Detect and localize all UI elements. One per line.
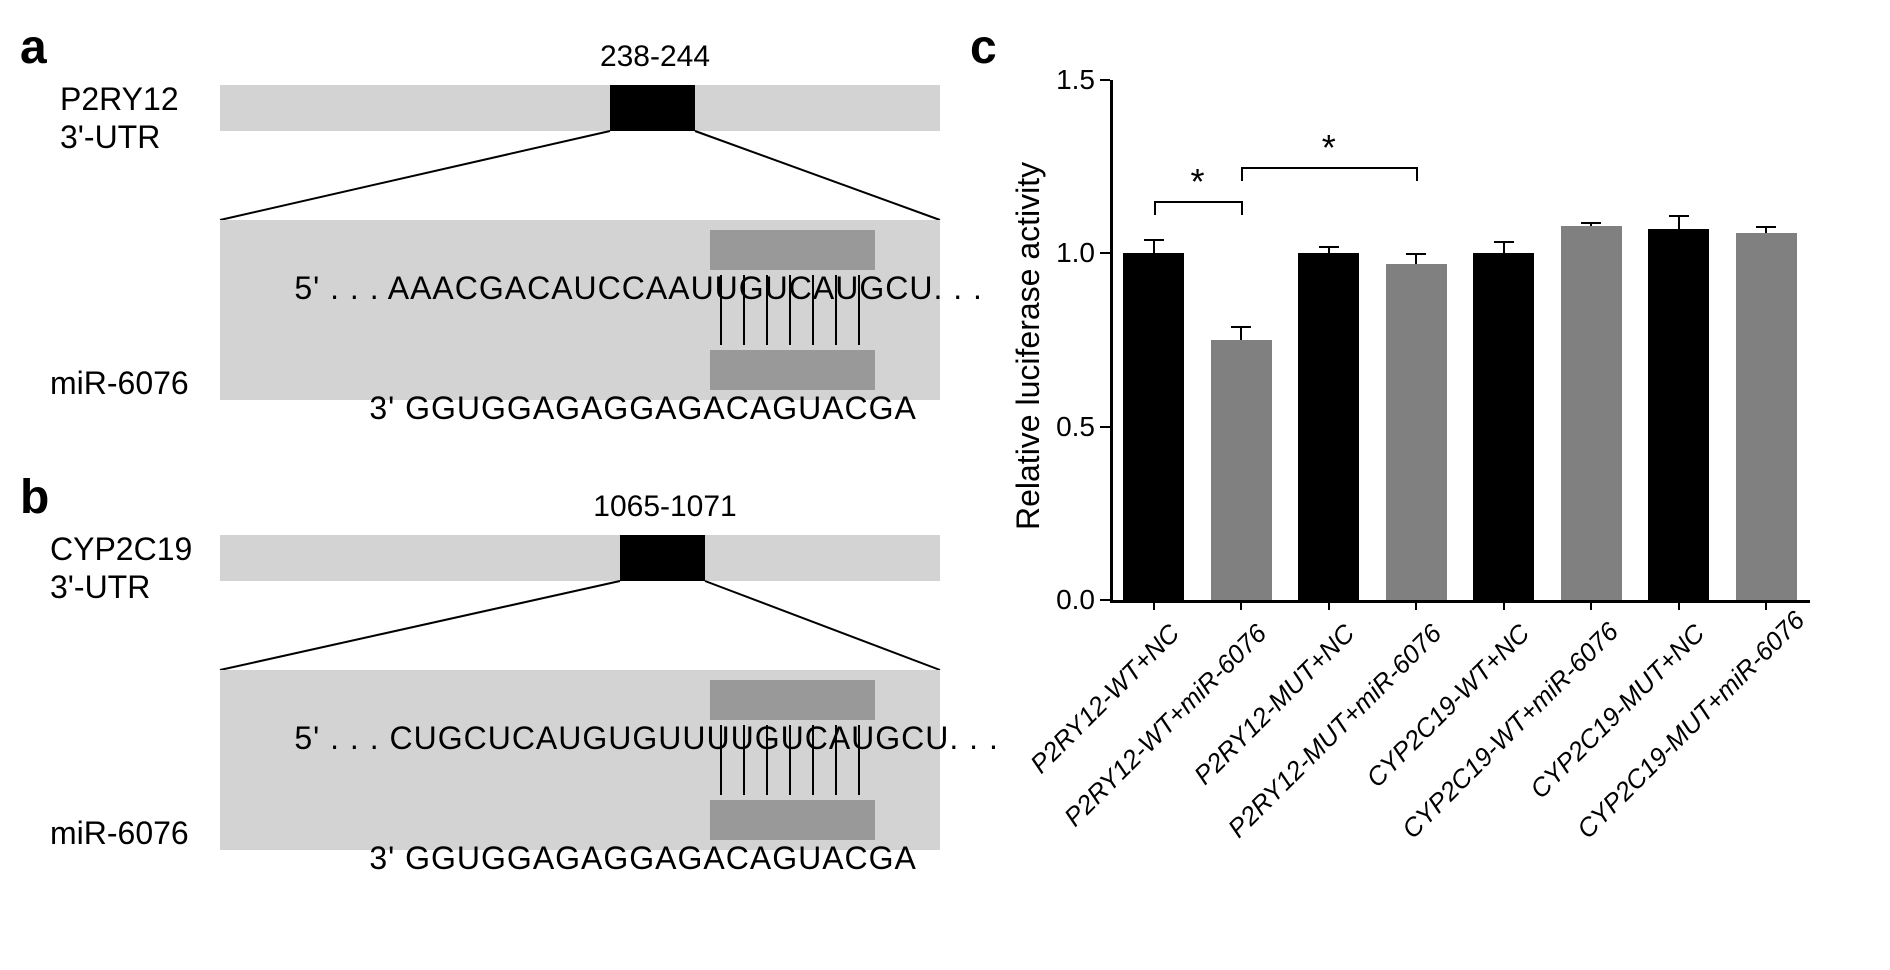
bar	[1123, 253, 1184, 600]
panel-b-seq-5prime: 5' . . . CUGCUCAUGUGUUUUGUCAUGCU. . .	[235, 683, 999, 794]
significance-drop	[1416, 167, 1418, 181]
bar	[1386, 264, 1447, 600]
panel-c-label: c	[970, 20, 997, 75]
panel-b-label: b	[20, 470, 49, 525]
left-column: a P2RY12 3'-UTR 238-244 5' . . . AAACGAC…	[20, 20, 970, 937]
panel-a-binding-box	[610, 85, 695, 131]
xtick-mark	[1765, 600, 1767, 610]
gene-sublabel-b: 3'-UTR	[50, 569, 150, 605]
seq-a-3-seed: CAGUACG	[726, 390, 895, 426]
right-column: c 0.0 0.5 1.0 1.5 Relative luciferase activi…	[970, 20, 1870, 937]
panel-a-position: 238-244	[585, 40, 725, 74]
panel-a-seq-3prime: 3' GGUGGAGAGGAGACAGUACGA	[310, 353, 917, 464]
panel-a-utr-bar	[220, 85, 940, 131]
seq-a-3-suffix: A	[895, 390, 917, 426]
panel-a-seq-5prime: 5' . . . AAACGACAUCCAAUUGUCAUGCU. . .	[235, 233, 983, 344]
ytick-label: 0.5	[1045, 411, 1095, 443]
error-bar-cap	[1756, 226, 1776, 228]
ytick-mark	[1100, 599, 1110, 601]
error-bar-cap	[1319, 246, 1339, 248]
ytick-mark	[1100, 79, 1110, 81]
significance-drop	[1154, 201, 1156, 215]
gene-name-a: P2RY12	[60, 81, 179, 117]
ytick-label: 1.5	[1045, 64, 1095, 96]
ytick-label: 0.0	[1045, 584, 1095, 616]
xtick-mark	[1590, 600, 1592, 610]
seq-a-3-prefix: 3' GGUGGAGAGGAGA	[369, 390, 725, 426]
panel-a-mirna-label: miR-6076	[50, 365, 189, 402]
figure-container: a P2RY12 3'-UTR 238-244 5' . . . AAACGAC…	[20, 20, 1870, 937]
panel-b-seq-3prime: 3' GGUGGAGAGGAGACAGUACGA	[310, 803, 917, 914]
seq-a-5-prefix: 5' . . . AAACGACAUCCAAUU	[294, 270, 738, 306]
significance-marker: *	[1186, 161, 1210, 203]
significance-drop	[1241, 201, 1243, 215]
ytick-mark	[1100, 426, 1110, 428]
error-bar-cap	[1231, 326, 1251, 328]
gene-sublabel-a: 3'-UTR	[60, 119, 160, 155]
bar	[1211, 340, 1272, 600]
error-bar-stem	[1678, 215, 1680, 229]
panel-b-binding-box	[620, 535, 705, 581]
xtick-mark	[1328, 600, 1330, 610]
x-axis	[1110, 600, 1810, 603]
error-bar-cap	[1406, 253, 1426, 255]
bar	[1473, 253, 1534, 600]
seq-b-5-seed: GUCAUGC	[755, 720, 926, 756]
ytick-label: 1.0	[1045, 237, 1095, 269]
y-axis	[1110, 80, 1113, 600]
xtick-mark	[1153, 600, 1155, 610]
panel-b-utr-bar	[220, 535, 940, 581]
xtick-mark	[1678, 600, 1680, 610]
xtick-mark	[1503, 600, 1505, 610]
error-bar-cap	[1494, 241, 1514, 243]
seq-b-5-prefix: 5' . . . CUGCUCAUGUGUUUU	[294, 720, 754, 756]
panel-b-gene-label: CYP2C19 3'-UTR	[50, 530, 192, 607]
significance-marker: *	[1317, 127, 1341, 169]
y-axis-label: Relative luciferase activity	[1010, 162, 1047, 530]
panel-b-mirna-label: miR-6076	[50, 815, 189, 852]
panel-b-position: 1065-1071	[575, 490, 755, 524]
bar	[1736, 233, 1797, 600]
seq-b-3-prefix: 3' GGUGGAGAGGAGA	[369, 840, 725, 876]
ytick-mark	[1100, 252, 1110, 254]
error-bar-stem	[1240, 326, 1242, 340]
error-bar-cap	[1144, 239, 1164, 241]
gene-name-b: CYP2C19	[50, 531, 192, 567]
bar	[1561, 226, 1622, 600]
xtick-mark	[1240, 600, 1242, 610]
error-bar-stem	[1153, 239, 1155, 253]
seq-a-5-seed: GUCAUGC	[739, 270, 910, 306]
bar-chart: 0.00.51.01.5Relative luciferase activity…	[1020, 40, 1840, 940]
error-bar-cap	[1669, 215, 1689, 217]
xtick-mark	[1415, 600, 1417, 610]
error-bar-cap	[1581, 222, 1601, 224]
bar	[1648, 229, 1709, 600]
bar	[1298, 253, 1359, 600]
panel-a-label: a	[20, 20, 47, 75]
seq-b-3-seed: CAGUACG	[726, 840, 895, 876]
panel-a-gene-label: P2RY12 3'-UTR	[60, 80, 179, 157]
seq-b-3-suffix: A	[895, 840, 917, 876]
significance-drop	[1241, 167, 1243, 181]
